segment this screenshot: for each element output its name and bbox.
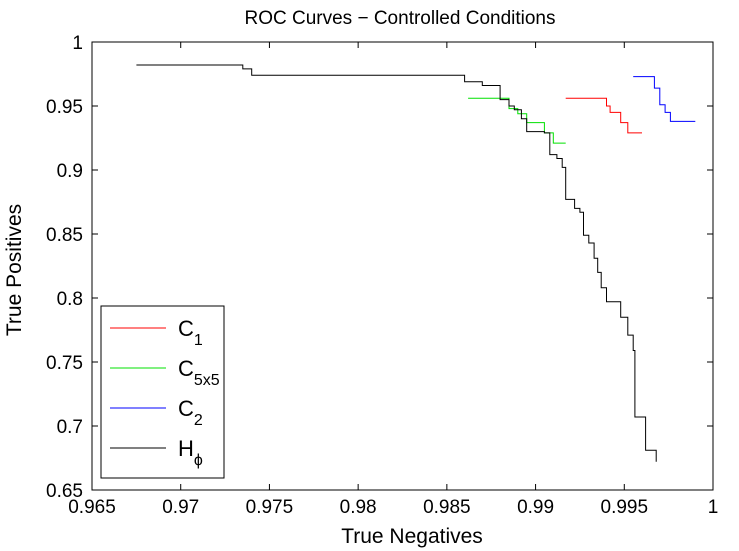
axes-layer: 0.965 0.97 0.975 0.98 0.985 0.99 0.995 1 0.65 0.7… [46,33,718,518]
series-layer [136,64,696,462]
legend-entry-base: C [178,396,194,421]
legend-entry-c1: C1 [178,316,203,349]
series-line-c1 [565,97,642,134]
legend-entry-c2: C2 [178,396,203,429]
x-tick-label: 0.965 [68,497,116,518]
y-tick-label: 0.7 [57,417,83,438]
legend-box [100,305,225,479]
legend-entry-hphi: Hϕ [178,436,203,469]
y-tick-label: 1 [72,33,83,54]
y-axis-label: True Positives [3,204,26,336]
y-tick-label: 0.8 [57,289,83,310]
x-tick-label: 0.985 [423,497,471,518]
y-tick-label: 0.9 [57,161,83,182]
y-tick-label: 0.95 [46,97,83,118]
legend-entry-c5x5: C5x5 [178,356,220,389]
x-tick-label: 0.995 [601,497,649,518]
legend-entry-base: C [178,316,194,341]
y-tick-label: 0.75 [46,353,83,374]
series-line-c5x5 [468,97,566,144]
plot-area [136,64,696,462]
series-line-hphi [136,64,657,462]
x-tick-label: 0.975 [246,497,294,518]
y-tick-label: 0.85 [46,225,83,246]
x-axis-label: True Negatives [341,525,483,548]
series-line-c2 [633,76,696,122]
x-tick-label: 0.99 [517,497,554,518]
y-tick-label: 0.65 [46,481,83,502]
x-tick-label: 0.98 [340,497,377,518]
plot-frame [91,41,714,491]
legend-entry-subscript: 1 [194,332,203,349]
legend-entry-base: C [178,356,194,381]
legend-entry-base: H [178,436,194,461]
chart-title: ROC Curves − Controlled Conditions [245,8,556,29]
legend-entry-subscript: 5x5 [194,372,220,389]
x-tick-label: 1 [708,497,719,518]
x-tick-label: 0.97 [162,497,199,518]
legend-entry-subscript: ϕ [194,452,203,469]
legend-entry-subscript: 2 [194,412,203,429]
